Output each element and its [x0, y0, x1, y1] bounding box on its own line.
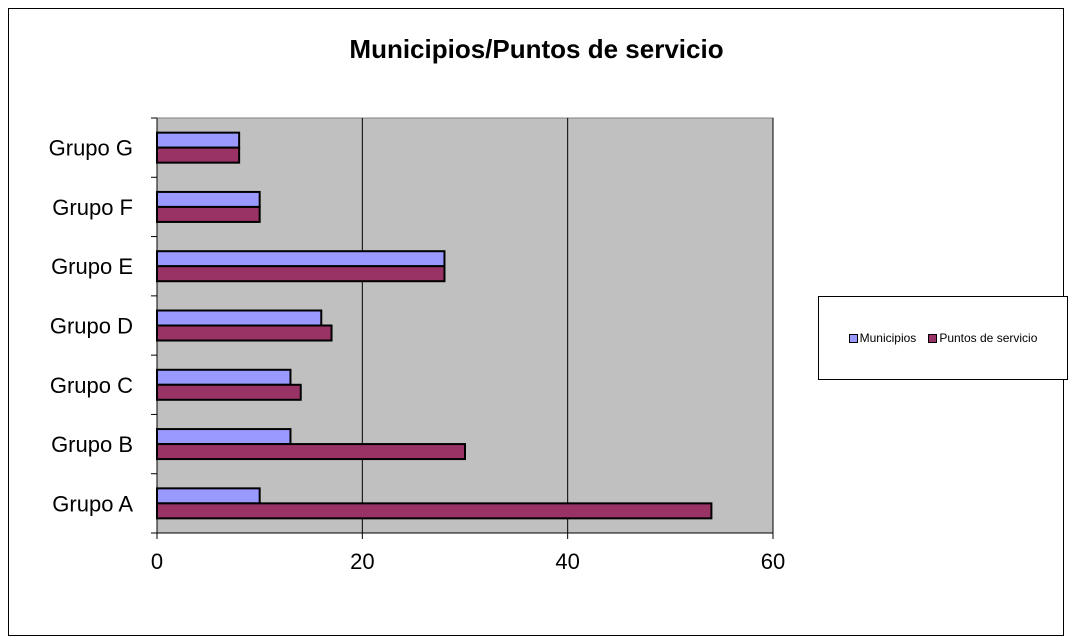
bar-grupo-a-municipios	[156, 487, 261, 505]
bar-grupo-f-puntos	[156, 205, 261, 223]
legend-label-puntos: Puntos de servicio	[939, 331, 1038, 345]
legend-swatch-puntos	[928, 333, 938, 343]
legend-swatch-municipios	[848, 333, 858, 343]
bar-grupo-b-municipios	[156, 428, 292, 446]
category-label-grupo-c: Grupo C	[50, 373, 133, 398]
category-label-grupo-b: Grupo B	[51, 432, 133, 457]
category-label-grupo-g: Grupo G	[49, 136, 133, 161]
x-tick-label-20: 20	[350, 549, 374, 574]
chart-title: Municipios/Puntos de servicio	[349, 34, 724, 64]
bar-grupo-d-puntos	[156, 324, 333, 342]
bar-grupo-f-municipios	[156, 190, 261, 208]
bar-grupo-c-municipios	[156, 368, 292, 386]
bar-grupo-g-puntos	[156, 146, 241, 164]
x-tick-label-60: 60	[761, 549, 785, 574]
bar-grupo-e-municipios	[156, 250, 446, 268]
legend-label-municipios: Municipios	[859, 331, 917, 345]
x-tick-label-0: 0	[151, 549, 163, 574]
legend-entry-puntos: Puntos de servicio	[928, 331, 1037, 345]
bar-grupo-a-puntos	[156, 502, 713, 520]
bar-grupo-e-puntos	[156, 265, 446, 283]
bar-grupo-g-municipios	[156, 131, 241, 149]
category-label-grupo-f: Grupo F	[52, 195, 133, 220]
bar-grupo-b-puntos	[156, 443, 466, 461]
bar-grupo-d-municipios	[156, 309, 323, 327]
category-label-grupo-d: Grupo D	[50, 314, 133, 339]
category-label-grupo-e: Grupo E	[51, 254, 133, 279]
legend-entry-municipios: Municipios	[848, 331, 917, 345]
category-label-grupo-a: Grupo A	[52, 491, 133, 516]
bar-grupo-c-puntos	[156, 383, 302, 401]
chart-legend: Municipios Puntos de servicio	[818, 296, 1068, 380]
x-tick-label-40: 40	[555, 549, 579, 574]
